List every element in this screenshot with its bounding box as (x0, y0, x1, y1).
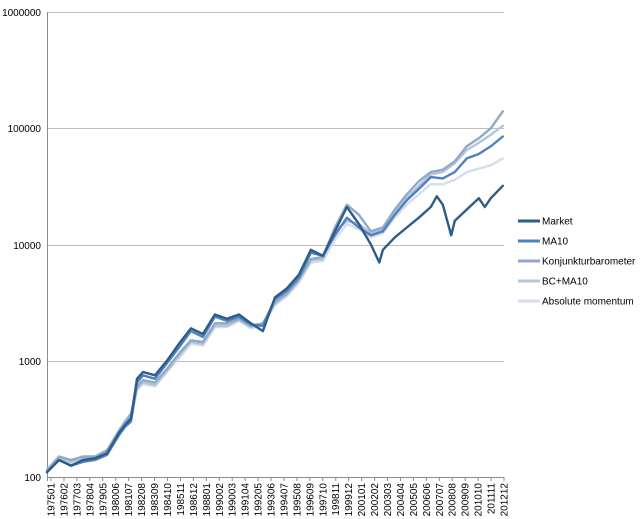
x-tick-label: 197804 (85, 483, 96, 517)
x-tick-label: 200909 (461, 483, 472, 517)
x-tick-label: 198511 (176, 483, 187, 516)
x-tick-label: 198208 (137, 483, 148, 517)
x-tick-label: 199912 (344, 483, 355, 517)
legend-label: MA10 (542, 237, 569, 248)
legend: Market MA10 Konjunkturbarometer BC+MA10 Abso… (518, 217, 636, 308)
legend-label: Konjunkturbarometer (542, 257, 636, 268)
x-tick-label: 198006 (111, 483, 122, 517)
x-tick-label: 199104 (241, 483, 252, 517)
y-tick-label: 100 (24, 473, 41, 484)
x-tick-label: 199508 (292, 483, 303, 517)
x-tick-label: 197501 (47, 483, 58, 517)
x-tick-label: 198410 (163, 483, 174, 517)
x-tick-label: 198107 (124, 483, 135, 517)
series-line-market (45, 184, 504, 474)
x-tick-label: 201010 (474, 483, 485, 517)
x-tick-label: 198801 (202, 483, 213, 517)
x-tick-label: 198612 (189, 483, 200, 517)
y-tick-label: 10000 (13, 241, 41, 252)
x-tick-label: 197602 (59, 483, 70, 517)
x-tick-label: 199710 (318, 483, 329, 517)
x-tick-label: 197905 (98, 483, 109, 517)
series-lines (45, 110, 504, 474)
x-tick-label: 200101 (357, 483, 368, 517)
x-tick-label: 200202 (370, 483, 381, 517)
x-tick-label: 199002 (215, 483, 226, 517)
x-tick-label: 199205 (254, 483, 265, 517)
x-tick-label: 200303 (383, 483, 394, 517)
series-line-konjunkturbarometer (45, 110, 504, 472)
x-tick-label: 197703 (72, 483, 83, 517)
y-tick-label: 1000 (19, 357, 42, 368)
x-tick-label: 200505 (409, 483, 420, 517)
legend-label: BC+MA10 (542, 277, 588, 288)
x-tick-label: 199306 (267, 483, 278, 517)
x-tick-label: 200808 (448, 483, 459, 517)
x-tick-label: 199811 (331, 483, 342, 516)
x-tick-label: 201111 (487, 483, 498, 515)
y-tick-label: 100000 (8, 124, 42, 135)
series-line-absolute-momentum (45, 157, 504, 474)
legend-label: Market (542, 217, 573, 228)
x-axis: 197501 197602 197703 197804 197905 198006 1981… (47, 477, 511, 516)
x-tick-label: 199407 (279, 483, 290, 517)
gridlines (47, 12, 504, 478)
y-tick-label: 1000000 (2, 8, 41, 19)
x-tick-label: 201212 (500, 483, 511, 517)
x-tick-label: 199609 (305, 483, 316, 517)
x-tick-label: 199003 (228, 483, 239, 517)
legend-label: Absolute momentum (542, 297, 634, 308)
x-tick-label: 198309 (150, 483, 161, 517)
y-axis: 100 1000 10000 100000 1000000 (2, 8, 48, 484)
x-tick-label: 200707 (435, 483, 446, 517)
x-tick-label: 200606 (422, 483, 433, 517)
x-tick-label: 200404 (396, 483, 407, 517)
